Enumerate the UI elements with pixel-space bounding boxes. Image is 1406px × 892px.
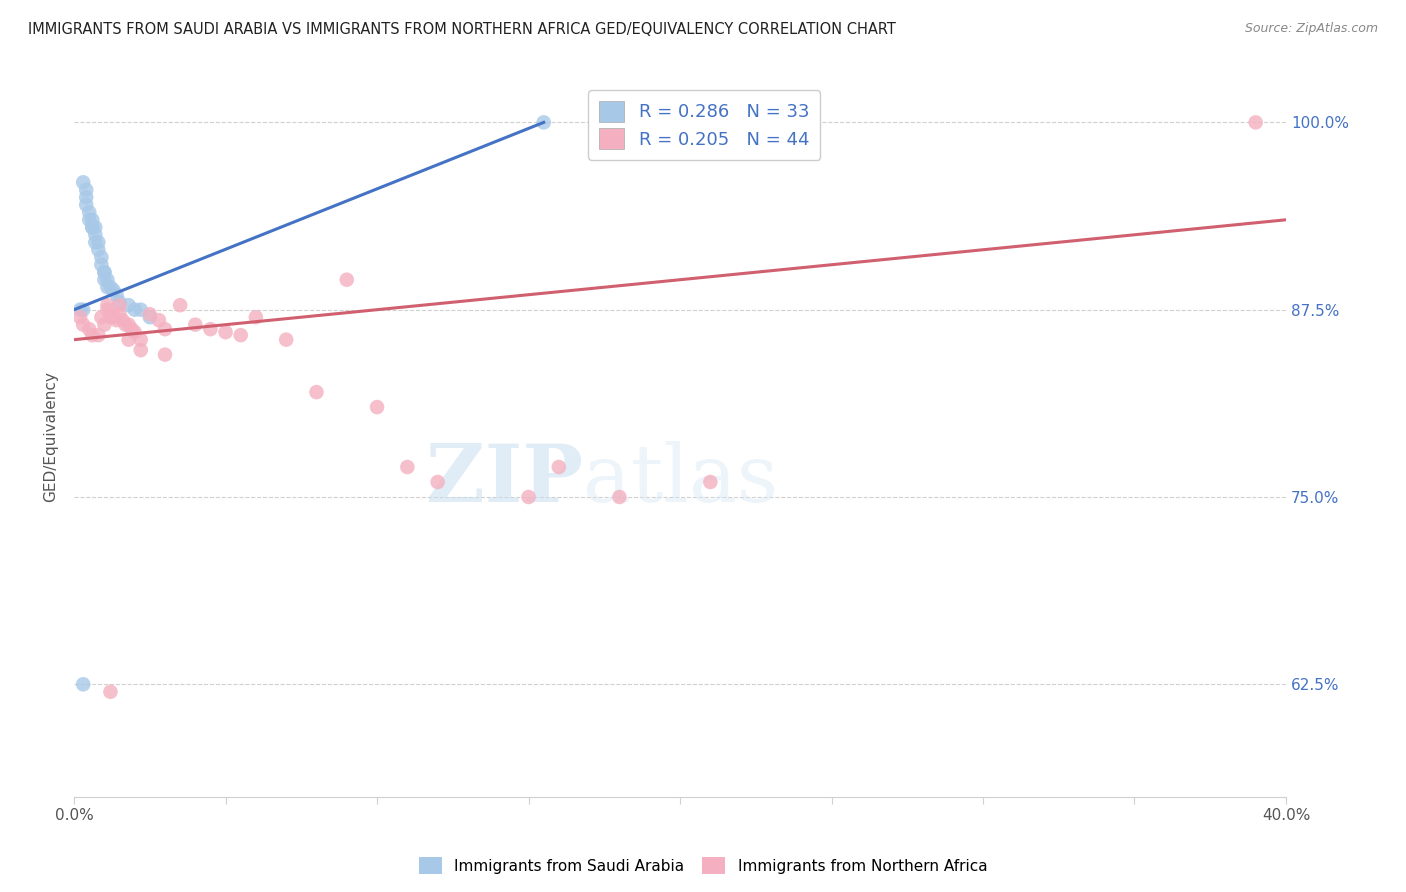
Point [105, 313, 128, 327]
Point [100, 310, 122, 325]
Point [84, 227, 107, 242]
Point [72, 677, 94, 691]
Text: atlas: atlas [583, 442, 778, 519]
Point [100, 685, 122, 699]
Point [139, 307, 162, 321]
Point [72, 302, 94, 317]
Y-axis label: GED/Equivalency: GED/Equivalency [44, 372, 58, 502]
Point [533, 115, 555, 129]
Point [90, 250, 112, 264]
Point [77, 322, 100, 336]
Point [124, 302, 146, 317]
Point [108, 307, 131, 321]
Point [124, 325, 146, 339]
Point [117, 333, 139, 347]
Point [77, 205, 100, 219]
Point [121, 322, 143, 336]
Point [305, 385, 328, 400]
Point [93, 273, 115, 287]
Point [108, 298, 131, 312]
Point [396, 460, 419, 475]
Point [77, 212, 100, 227]
Point [517, 490, 540, 504]
Point [82, 220, 104, 235]
Point [129, 343, 152, 358]
Point [276, 333, 298, 347]
Text: IMMIGRANTS FROM SAUDI ARABIA VS IMMIGRANTS FROM NORTHERN AFRICA GED/EQUIVALENCY : IMMIGRANTS FROM SAUDI ARABIA VS IMMIGRAN… [28, 22, 896, 37]
Text: Source: ZipAtlas.com: Source: ZipAtlas.com [1244, 22, 1378, 36]
Point [100, 280, 122, 294]
Point [75, 183, 97, 197]
Point [105, 287, 128, 301]
Point [117, 298, 139, 312]
Point [366, 400, 388, 414]
Point [93, 265, 115, 279]
Point [699, 475, 721, 489]
Point [214, 325, 236, 339]
Point [96, 280, 118, 294]
Point [72, 175, 94, 189]
Point [87, 235, 110, 250]
Point [336, 273, 359, 287]
Point [93, 265, 115, 279]
Point [93, 318, 115, 332]
Point [229, 328, 252, 343]
Point [75, 198, 97, 212]
Point [129, 302, 152, 317]
Point [153, 322, 176, 336]
Point [111, 313, 134, 327]
Point [148, 313, 170, 327]
Point [96, 302, 118, 317]
Point [114, 318, 136, 332]
Point [426, 475, 449, 489]
Point [184, 318, 207, 332]
Point [84, 235, 107, 250]
Point [103, 283, 125, 297]
Point [169, 298, 191, 312]
Point [82, 220, 104, 235]
Point [117, 318, 139, 332]
Point [90, 258, 112, 272]
Point [547, 460, 569, 475]
Point [72, 318, 94, 332]
Point [69, 310, 91, 325]
Point [1244, 115, 1267, 129]
Point [153, 348, 176, 362]
Legend: Immigrants from Saudi Arabia, Immigrants from Northern Africa: Immigrants from Saudi Arabia, Immigrants… [413, 851, 993, 880]
Text: ZIP: ZIP [426, 442, 583, 519]
Point [87, 243, 110, 257]
Point [82, 212, 104, 227]
Point [103, 310, 125, 325]
Point [82, 328, 104, 343]
Point [108, 295, 131, 310]
Point [609, 490, 631, 504]
Legend: R = 0.286   N = 33, R = 0.205   N = 44: R = 0.286 N = 33, R = 0.205 N = 44 [588, 90, 820, 160]
Point [200, 322, 222, 336]
Point [96, 273, 118, 287]
Point [129, 333, 152, 347]
Point [90, 310, 112, 325]
Point [84, 220, 107, 235]
Point [69, 302, 91, 317]
Point [96, 298, 118, 312]
Point [87, 328, 110, 343]
Point [75, 190, 97, 204]
Point [139, 310, 162, 325]
Point [245, 310, 267, 325]
